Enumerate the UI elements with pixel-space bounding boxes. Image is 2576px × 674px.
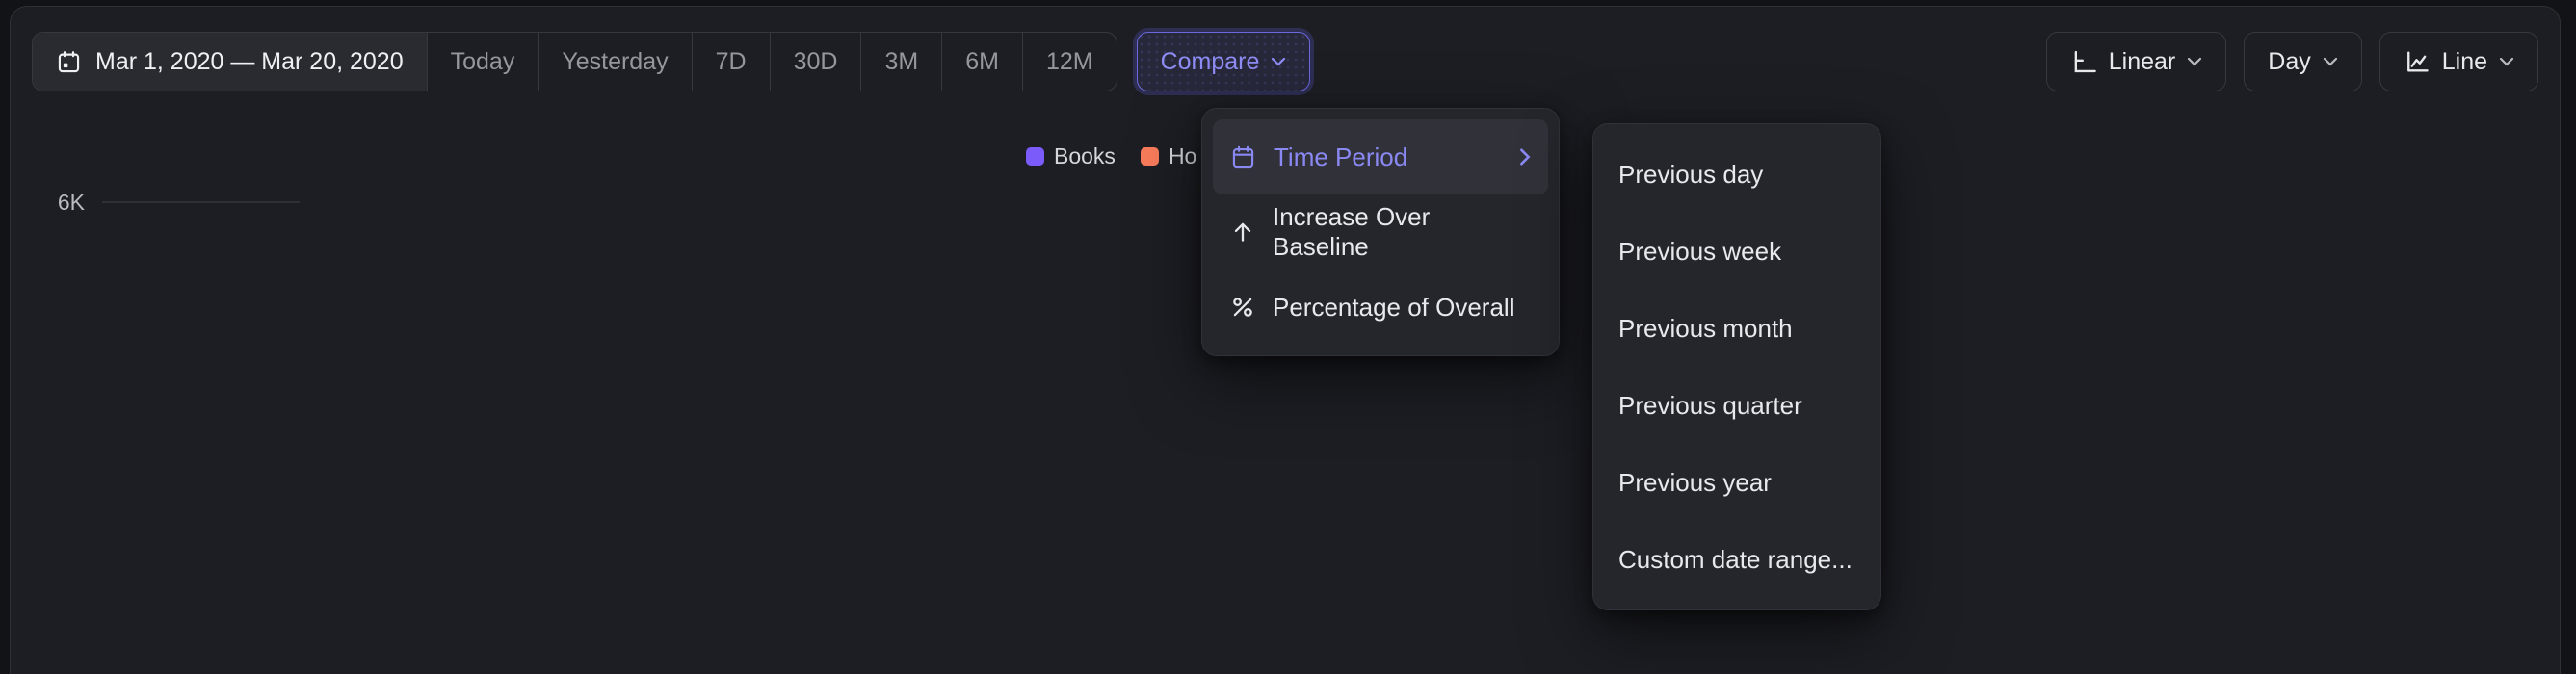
line-chart-icon	[2404, 48, 2431, 75]
legend-item-truncated[interactable]: Ho	[1140, 143, 1197, 169]
legend-swatch-orange	[1140, 147, 1159, 166]
calendar-icon	[1230, 144, 1256, 170]
menu-item-label: Time Period	[1274, 142, 1408, 171]
chart-type-label: Line	[2441, 47, 2487, 75]
percent-icon	[1230, 295, 1255, 320]
granularity-label: Day	[2268, 47, 2311, 75]
granularity-select[interactable]: Day	[2244, 32, 2362, 91]
range-3m[interactable]: 3M	[860, 33, 941, 91]
legend-label-truncated: Ho	[1168, 143, 1197, 168]
arrow-up-icon	[1230, 220, 1255, 245]
submenu-item-previous-week[interactable]: Previous week	[1618, 236, 1782, 266]
menu-item-label: Increase Over Baseline	[1273, 202, 1431, 261]
scale-label: Linear	[2108, 47, 2176, 75]
legend-item-books[interactable]: Books	[1026, 143, 1116, 169]
range-30d[interactable]: 30D	[769, 33, 861, 91]
chart-legend: Books Ho	[1026, 143, 1196, 169]
y-axis-tick-label: 6K	[58, 190, 86, 215]
date-range-label: Mar 1, 2020 — Mar 20, 2020	[95, 47, 404, 75]
chevron-down-icon	[2499, 57, 2514, 66]
chart-type-select[interactable]: Line	[2379, 32, 2538, 91]
chevron-down-icon	[2323, 57, 2338, 66]
chevron-right-icon	[1519, 147, 1531, 167]
range-yesterday[interactable]: Yesterday	[538, 33, 691, 91]
compare-menu: Time Period Increase Over Baseline Perce…	[1201, 108, 1560, 356]
range-6m[interactable]: 6M	[941, 33, 1022, 91]
chart-controls: Linear Day	[2045, 32, 2538, 91]
legend-swatch-books	[1026, 147, 1044, 166]
date-range-picker[interactable]: Mar 1, 2020 — Mar 20, 2020	[33, 33, 427, 91]
range-7d[interactable]: 7D	[691, 33, 770, 91]
series-line-Books[interactable]	[102, 214, 300, 263]
range-today[interactable]: Today	[426, 33, 539, 91]
submenu-item-previous-month[interactable]: Previous month	[1618, 313, 1793, 343]
calendar-icon	[56, 49, 82, 75]
submenu-item-previous-quarter[interactable]: Previous quarter	[1618, 390, 1802, 420]
time-period-submenu: Previous day Previous week Previous mont…	[1592, 123, 1881, 610]
compare-label: Compare	[1160, 47, 1260, 75]
chevron-down-icon	[1271, 57, 1286, 66]
submenu-item-previous-day[interactable]: Previous day	[1618, 159, 1764, 189]
menu-item-increase-over-baseline[interactable]: Increase Over Baseline	[1213, 194, 1548, 270]
menu-item-time-period[interactable]: Time Period	[1213, 119, 1548, 194]
submenu-item-custom-date-range[interactable]: Custom date range...	[1618, 544, 1853, 574]
chevron-down-icon	[2187, 57, 2202, 66]
submenu-item-previous-year[interactable]: Previous year	[1618, 467, 1772, 497]
legend-label: Books	[1054, 143, 1116, 168]
scale-select[interactable]: Linear	[2045, 32, 2227, 91]
range-12m[interactable]: 12M	[1021, 33, 1117, 91]
compare-button[interactable]: Compare	[1136, 32, 1311, 91]
date-range-group: Mar 1, 2020 — Mar 20, 2020 Today Yesterd…	[32, 32, 1117, 91]
toolbar: Mar 1, 2020 — Mar 20, 2020 Today Yesterd…	[11, 7, 2560, 117]
menu-item-label: Percentage of Overall	[1273, 292, 1515, 322]
line-chart[interactable]: 6K5K4K3K2K	[11, 118, 300, 263]
axis-linear-icon	[2070, 48, 2097, 75]
menu-item-percentage-of-overall[interactable]: Percentage of Overall	[1213, 270, 1548, 345]
chart-body: Books Ho 6K5K4K3K2K	[11, 118, 2560, 674]
